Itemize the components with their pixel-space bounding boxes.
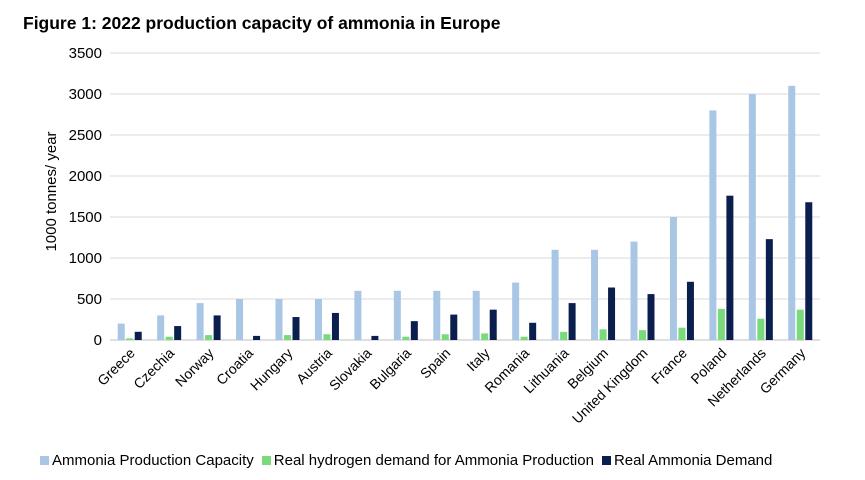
x-tick-label: Czechia: [130, 345, 177, 392]
legend-label: Real Ammonia Demand: [613, 452, 773, 469]
bar-capacity: [512, 282, 520, 340]
bar-hydrogen-demand: [205, 335, 213, 340]
bar-capacity: [117, 323, 125, 340]
bar-hydrogen-demand: [165, 336, 173, 340]
y-tick-label: 500: [77, 291, 102, 308]
bar-ammonia-demand: [213, 315, 221, 340]
bar-ammonia-demand: [568, 303, 576, 340]
bar-capacity: [433, 290, 441, 340]
bar-capacity: [591, 249, 599, 340]
legend-item: Real hydrogen demand for Ammonia Product…: [261, 452, 594, 469]
bar-chart: 0 500 1000 1500 2000 2500 3000 3500 1000 tonnes/…: [43, 45, 820, 427]
bar-ammonia-demand: [608, 287, 616, 340]
bar-ammonia-demand: [726, 195, 734, 340]
bar-ammonia-demand: [765, 239, 773, 340]
chart-legend: Ammonia Production Capacity Real hydrogen…: [40, 452, 772, 469]
legend-label: Ammonia Production Capacity: [52, 452, 254, 469]
x-tick-label: Hungary: [247, 345, 296, 394]
y-axis-label: 1000 tonnes/ year: [43, 131, 60, 251]
bar-ammonia-demand: [292, 317, 300, 340]
chart-title: Figure 1: 2022 production capacity of am…: [23, 13, 501, 33]
bar-hydrogen-demand: [323, 334, 331, 340]
legend-swatch: [601, 456, 611, 465]
x-tick-label: Italy: [463, 345, 492, 374]
y-tick-label: 1000: [69, 250, 102, 267]
bar-ammonia-demand: [686, 281, 694, 340]
y-tick-label: 3000: [69, 86, 102, 103]
bar-capacity: [236, 299, 244, 340]
x-tick-label: Slovakia: [326, 345, 375, 394]
y-tick-label: 0: [94, 332, 102, 349]
bar-hydrogen-demand: [678, 327, 686, 340]
bar-capacity: [669, 217, 677, 340]
bar-hydrogen-demand: [402, 336, 410, 340]
y-tick-label: 2000: [69, 168, 102, 185]
bar-hydrogen-demand: [481, 333, 489, 340]
bar-hydrogen-demand: [717, 308, 725, 340]
y-tick-label: 1500: [69, 209, 102, 226]
bar-ammonia-demand: [450, 314, 458, 340]
bar-hydrogen-demand: [639, 330, 646, 340]
bar-hydrogen-demand: [796, 309, 804, 340]
legend-swatch: [40, 456, 49, 465]
bar-ammonia-demand: [134, 331, 142, 340]
x-tick-label: France: [648, 345, 690, 387]
bar-hydrogen-demand: [757, 318, 765, 340]
bar-capacity: [748, 94, 756, 340]
legend-item: Real Ammonia Demand: [601, 452, 773, 469]
x-tick-label: Bulgaria: [366, 345, 414, 393]
bar-hydrogen-demand: [599, 329, 607, 340]
bar-ammonia-demand: [410, 321, 418, 340]
bar-ammonia-demand: [371, 335, 379, 340]
bar-ammonia-demand: [805, 202, 813, 340]
bar-capacity: [788, 85, 796, 340]
x-tick-label: Norway: [172, 345, 217, 390]
bar-hydrogen-demand: [520, 336, 528, 340]
bar-hydrogen-demand: [441, 334, 449, 340]
bar-capacity: [275, 299, 283, 340]
bar-ammonia-demand: [174, 326, 182, 340]
legend-item: Ammonia Production Capacity: [40, 452, 254, 469]
bar-ammonia-demand: [529, 322, 537, 340]
bar-hydrogen-demand: [126, 338, 134, 340]
y-tick-label: 2500: [69, 127, 102, 144]
bar-ammonia-demand: [253, 335, 261, 340]
bar-hydrogen-demand: [284, 335, 291, 340]
bar-ammonia-demand: [331, 312, 339, 340]
legend-swatch: [261, 456, 271, 465]
legend-label: Real hydrogen demand for Ammonia Product…: [273, 452, 594, 469]
y-tick-label: 3500: [69, 45, 102, 62]
bar-capacity: [709, 110, 717, 341]
bar-capacity: [393, 290, 401, 340]
bar-capacity: [630, 241, 638, 340]
bar-capacity: [196, 303, 204, 340]
bar-capacity: [551, 249, 559, 340]
x-tick-label: Spain: [417, 345, 454, 382]
bar-capacity: [157, 315, 165, 340]
bar-hydrogen-demand: [560, 331, 568, 340]
bar-ammonia-demand: [489, 309, 497, 340]
bar-ammonia-demand: [647, 294, 655, 340]
bar-capacity: [354, 290, 362, 340]
bar-capacity: [472, 290, 480, 340]
bar-capacity: [314, 299, 322, 340]
